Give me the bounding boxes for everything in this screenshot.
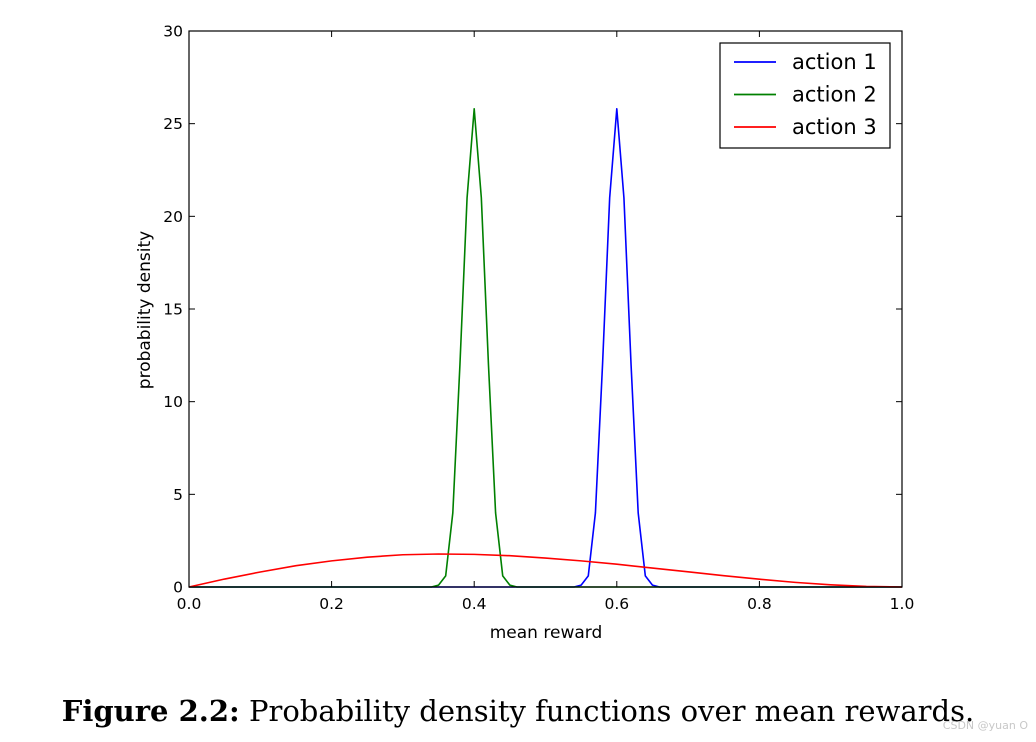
legend-label-action-1: action 1: [792, 50, 877, 74]
legend-label-action-2: action 2: [792, 83, 877, 107]
y-tick-label: 0: [173, 579, 183, 597]
x-tick-label: 0.2: [319, 595, 344, 613]
watermark: CSDN @yuan O: [942, 719, 1028, 732]
x-tick-label: 1.0: [890, 595, 915, 613]
x-tick-label: 0.4: [462, 595, 487, 613]
line-chart: 0.0 0.2 0.4 0.6 0.8 1.0 0 5 10 15 20 25 30 mean rewa…: [135, 23, 914, 644]
x-tick-label: 0.8: [747, 595, 772, 613]
y-tick-label: 10: [163, 393, 183, 411]
y-tick-label: 15: [163, 301, 183, 319]
series-line-action-1: [189, 108, 902, 588]
series-line-action-3: [188, 553, 903, 588]
y-tick-label: 25: [163, 115, 183, 133]
figure-label: Figure 2.2:: [61, 694, 240, 728]
figure-caption-text: Probability density functions over mean …: [248, 694, 975, 728]
y-tick-label: 30: [163, 23, 183, 41]
y-tick-label: 20: [163, 208, 183, 226]
x-tick-label: 0.0: [177, 595, 202, 613]
x-tick-label: 0.6: [604, 595, 629, 613]
y-axis-label: probability density: [135, 231, 155, 389]
series-line-action-2: [189, 108, 902, 588]
legend: action 1 action 2 action 3: [719, 42, 891, 149]
legend-label-action-3: action 3: [792, 115, 877, 139]
y-tick-label: 5: [173, 486, 183, 504]
series-lines: [188, 108, 903, 588]
figure-caption: Figure 2.2: Probability density function…: [0, 694, 1036, 728]
axes: 0.0 0.2 0.4 0.6 0.8 1.0 0 5 10 15 20 25 30: [163, 23, 914, 614]
x-axis-label: mean reward: [490, 623, 603, 643]
legend-box: [719, 42, 891, 149]
